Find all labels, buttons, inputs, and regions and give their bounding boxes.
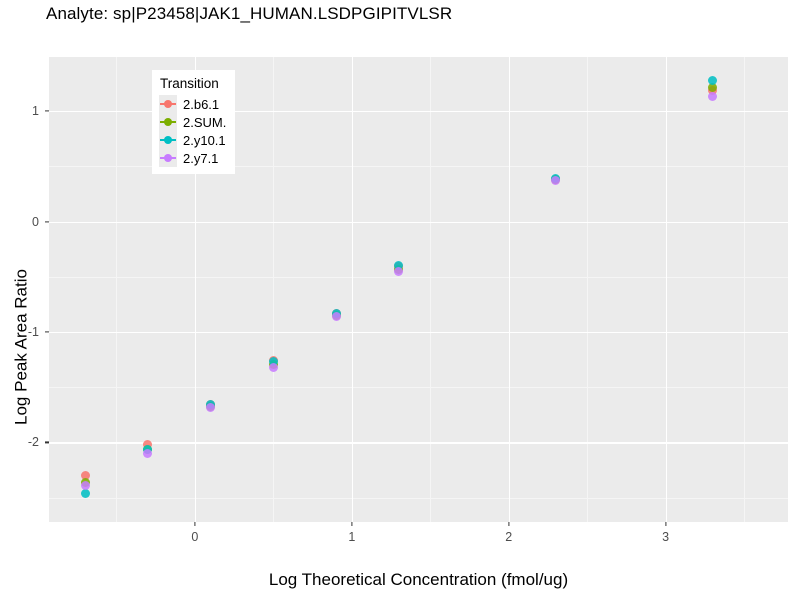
legend-key-swatch <box>159 149 177 167</box>
x-tick-mark <box>194 522 196 526</box>
data-point <box>551 176 561 186</box>
data-point <box>80 481 90 491</box>
gridline-minor-horizontal <box>49 276 788 278</box>
legend-item-label: 2.y7.1 <box>183 150 219 166</box>
gridline-minor-vertical <box>116 57 118 522</box>
y-tick-label: 0 <box>32 214 39 229</box>
legend-item-label: 2.y10.1 <box>183 132 226 148</box>
legend-key-point-icon <box>164 100 172 108</box>
gridline-minor-vertical <box>430 57 432 522</box>
legend-item-2-sum[interactable]: 2.SUM. <box>159 113 226 131</box>
y-axis-title: Log Peak Area Ratio <box>11 269 31 425</box>
x-axis-title: Log Theoretical Concentration (fmol/ug) <box>268 570 569 589</box>
gridline-minor-horizontal <box>49 387 788 389</box>
legend-key-swatch <box>159 131 177 149</box>
gridline-major-vertical <box>665 57 667 522</box>
x-tick-label: 0 <box>191 530 199 544</box>
gridline-major-horizontal <box>49 442 788 444</box>
y-tick-label: -2 <box>27 435 39 450</box>
page-title: Analyte: sp|P23458|JAK1_HUMAN.LSDPGIPITV… <box>46 4 453 23</box>
legend-key-swatch <box>159 95 177 113</box>
legend-key-swatch <box>159 113 177 131</box>
gridline-minor-vertical <box>744 57 746 522</box>
x-tick-label: 2 <box>505 530 513 544</box>
data-point <box>708 75 718 85</box>
gridline-major-vertical <box>508 57 510 522</box>
data-point <box>143 449 153 459</box>
data-point <box>268 362 278 372</box>
legend-item-2-y7-1[interactable]: 2.y7.1 <box>159 149 226 167</box>
gridline-minor-vertical <box>273 57 275 522</box>
x-tick-label: 3 <box>662 530 670 544</box>
legend-item-2-b6-1[interactable]: 2.b6.1 <box>159 95 226 113</box>
x-tick-label: 1 <box>348 530 356 544</box>
data-point <box>331 312 341 322</box>
y-tick-mark <box>45 331 49 333</box>
data-point <box>708 92 718 102</box>
gridline-minor-horizontal <box>49 166 788 168</box>
data-point <box>394 266 404 276</box>
x-axis-tick-marks <box>49 522 788 528</box>
data-point <box>80 471 90 481</box>
data-point <box>206 402 216 412</box>
y-tick-mark <box>45 441 49 444</box>
legend-item-label: 2.SUM. <box>183 114 227 130</box>
legend-items: 2.b6.1 2.SUM. 2.y10.1 2.y7.1 <box>159 95 226 167</box>
y-tick-mark <box>45 220 49 223</box>
gridline-minor-horizontal <box>49 497 788 499</box>
y-tick-mark <box>45 110 49 112</box>
legend-item-label: 2.b6.1 <box>183 96 220 112</box>
data-point <box>708 83 718 93</box>
legend: Transition 2.b6.1 2.SUM. 2.y10.1 2.y7.1 <box>152 70 236 174</box>
gridline-minor-vertical <box>587 57 589 522</box>
data-point <box>268 357 278 367</box>
gridline-major-horizontal <box>49 111 788 113</box>
legend-item-2-y10-1[interactable]: 2.y10.1 <box>159 131 226 149</box>
y-tick-label: -1 <box>27 325 39 340</box>
legend-key-point-icon <box>164 118 172 126</box>
gridline-major-vertical <box>194 57 197 522</box>
y-axis-title-wrap: Log Peak Area Ratio <box>10 57 32 522</box>
legend-key-point-icon <box>164 136 172 144</box>
y-axis-tick-labels: -2 -1 0 1 <box>0 57 39 522</box>
legend-key-point-icon <box>164 154 172 162</box>
gridline-major-horizontal <box>49 332 788 334</box>
data-point <box>394 261 404 271</box>
x-tick-mark <box>665 522 667 526</box>
gridline-major-vertical <box>351 57 353 522</box>
y-tick-label: 1 <box>32 104 39 119</box>
x-tick-mark <box>508 522 510 526</box>
y-axis-tick-marks <box>43 57 49 522</box>
data-point <box>80 488 90 498</box>
gridline-major-horizontal <box>49 221 788 223</box>
x-tick-mark <box>351 522 353 526</box>
x-axis-tick-labels: 0 1 2 3 <box>49 530 788 548</box>
legend-title: Transition <box>160 76 219 91</box>
